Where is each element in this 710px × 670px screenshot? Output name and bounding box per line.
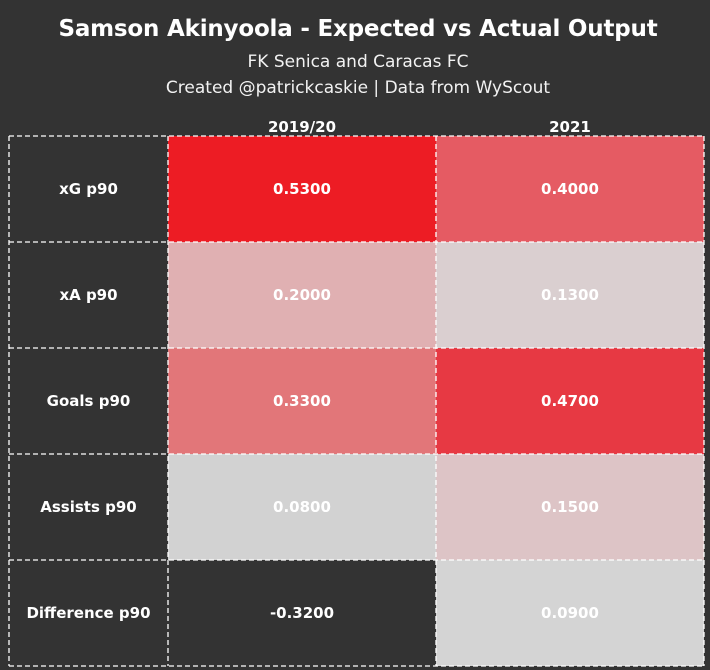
cell-value: 0.2000 (273, 286, 331, 304)
column-header: 2019/20 (268, 118, 336, 136)
heatmap-cell (436, 348, 704, 454)
row-label-cell (9, 348, 168, 454)
cell-value: 0.1500 (541, 498, 599, 516)
heatmap-cell (168, 348, 436, 454)
heatmap-cell (436, 560, 704, 666)
row-label-cell (9, 560, 168, 666)
column-header: 2021 (549, 118, 591, 136)
heatmap-cell (436, 136, 704, 242)
heatmap-cell (436, 242, 704, 348)
row-label: Difference p90 (26, 604, 150, 622)
chart-title: Samson Akinyoola - Expected vs Actual Ou… (58, 16, 658, 42)
heatmap-cell (168, 560, 436, 666)
row-label: xG p90 (59, 180, 118, 198)
row-label: Assists p90 (40, 498, 136, 516)
cell-value: 0.0900 (541, 604, 599, 622)
cell-value: 0.5300 (273, 180, 331, 198)
cell-value: 0.1300 (541, 286, 599, 304)
row-label-cell (9, 136, 168, 242)
cell-value: 0.3300 (273, 392, 331, 410)
chart-subtitle: FK Senica and Caracas FC (247, 52, 469, 72)
cell-value: 0.4700 (541, 392, 599, 410)
cell-value: 0.0800 (273, 498, 331, 516)
heatmap-cell (436, 454, 704, 560)
heatmap-cell (168, 242, 436, 348)
row-label: Goals p90 (47, 392, 131, 410)
heatmap-cell (168, 454, 436, 560)
cell-value: 0.4000 (541, 180, 599, 198)
cell-value: -0.3200 (270, 604, 334, 622)
row-label-cell (9, 242, 168, 348)
chart-credit: Created @patrickcaskie | Data from WySco… (165, 78, 551, 98)
row-label: xA p90 (59, 286, 117, 304)
heatmap-cell (168, 136, 436, 242)
row-label-cell (9, 454, 168, 560)
